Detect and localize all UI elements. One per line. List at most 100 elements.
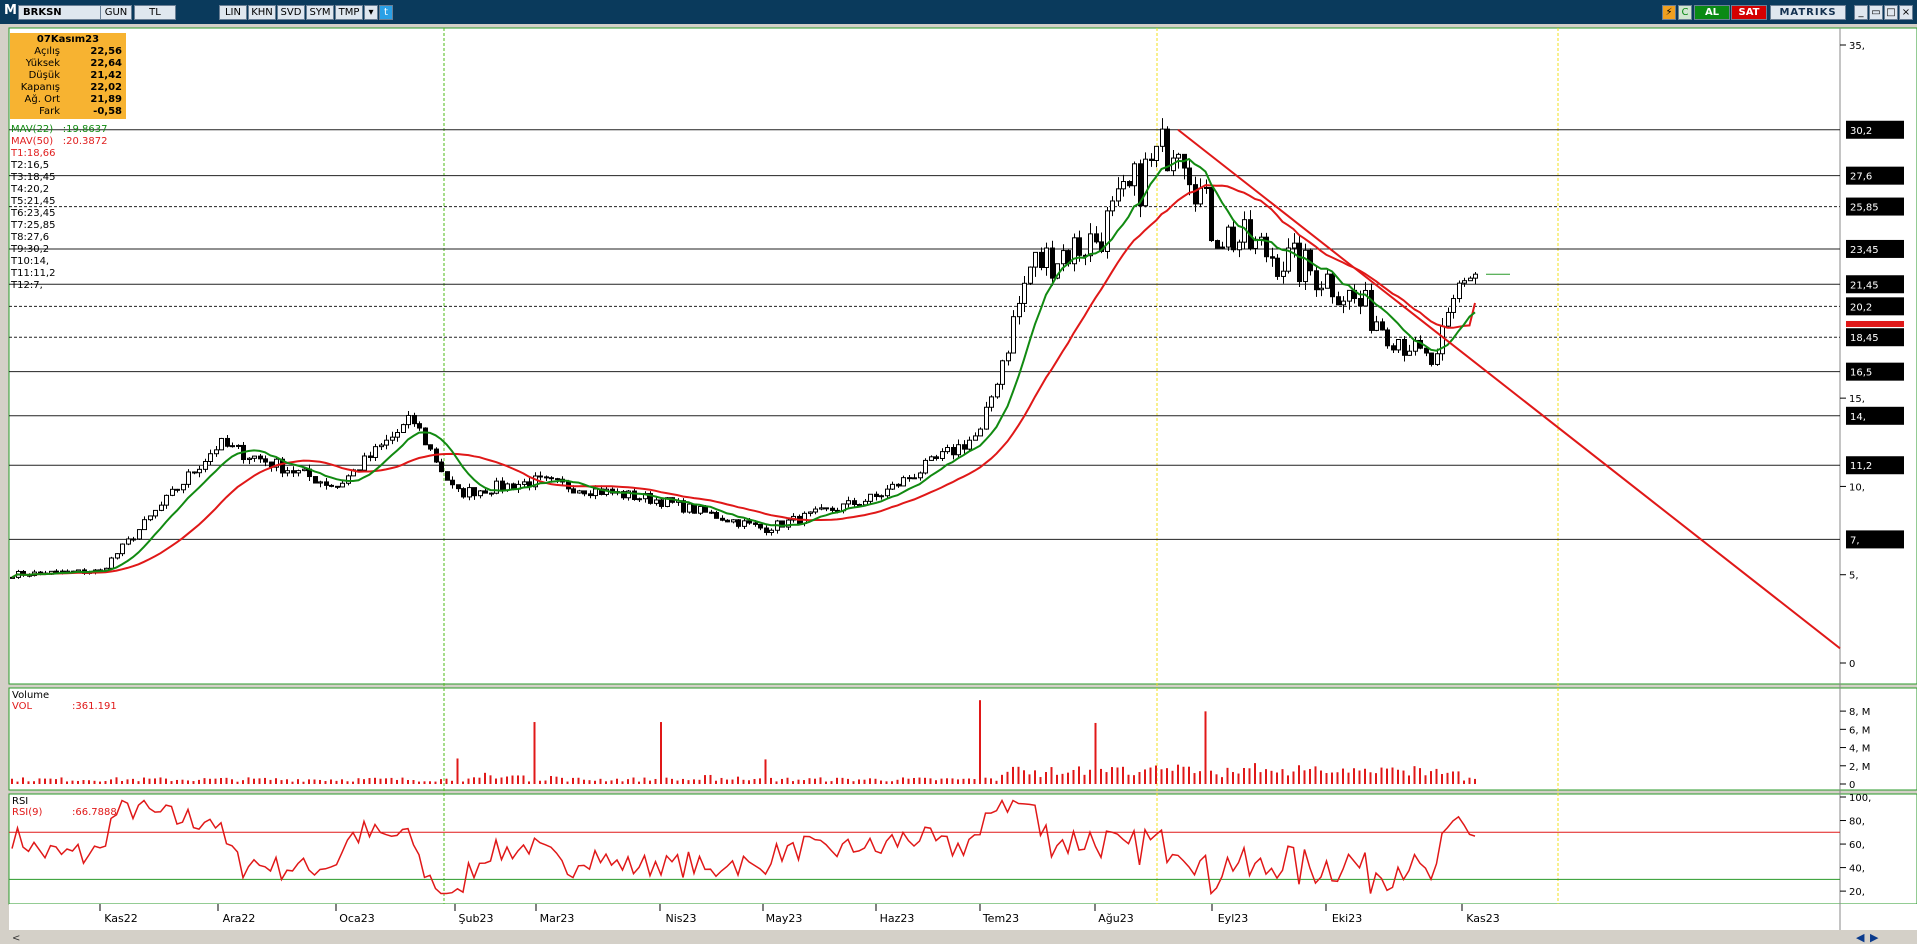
volume-bar [231, 779, 233, 784]
candle-body [219, 437, 224, 451]
candle-body [588, 493, 593, 497]
candle-body [918, 472, 923, 479]
twitter-icon[interactable]: t [379, 5, 393, 20]
symbol-field[interactable]: BRKSN [18, 5, 102, 20]
candle-body [1396, 339, 1401, 351]
c-icon[interactable]: C [1678, 5, 1692, 20]
price-tick-label: 35, [1849, 41, 1865, 52]
horizontal-levels [9, 129, 1840, 540]
candle-body [1132, 163, 1137, 187]
volume-bar [814, 778, 816, 784]
price-label-box [1846, 362, 1904, 381]
volume-bar [1023, 770, 1025, 784]
candle-body [230, 445, 235, 448]
linear-scale-button[interactable]: LIN [219, 5, 247, 20]
volume-bar [1364, 768, 1366, 784]
refresh-icon[interactable]: ⚡ [1662, 5, 1676, 20]
buy-button[interactable]: AL [1694, 5, 1730, 20]
volume-bar [1210, 770, 1212, 784]
level-legend: T8:27,6 [11, 232, 50, 243]
volume-bar [973, 779, 976, 784]
volume-bar [1336, 772, 1339, 784]
pan-right-icon[interactable]: ▶ [1870, 931, 1879, 944]
dropdown-arrow-icon[interactable]: ▾ [364, 5, 378, 20]
volume-bar [946, 778, 948, 784]
candle-body [1077, 237, 1082, 256]
volume-bar [605, 781, 607, 784]
volume-bar [308, 779, 310, 784]
candle-body [1451, 298, 1456, 313]
sym-button[interactable]: SYM [306, 5, 334, 20]
volume-bar [1221, 777, 1223, 784]
volume-bar [1457, 771, 1460, 784]
candle-body [175, 488, 180, 491]
volume-bar [1463, 780, 1465, 784]
volume-bar [484, 772, 486, 784]
volume-bar [1430, 771, 1432, 784]
candle-body [1022, 282, 1027, 304]
ohlc-info-box: 07Kasım23 Açılış 22,56 Yüksek 22,64 Düşük 2… [10, 33, 126, 119]
khn-button[interactable]: KHN [248, 5, 276, 20]
volume-bar [1254, 763, 1256, 784]
candle-body [1275, 257, 1280, 277]
sell-button[interactable]: SAT [1731, 5, 1767, 20]
volume-bar [1133, 775, 1135, 784]
volume-bar [665, 777, 668, 784]
candle-body [632, 490, 637, 500]
info-label: Yüksek [25, 58, 60, 69]
candle-body [1017, 302, 1022, 318]
minimize-icon[interactable]: _ [1854, 5, 1868, 20]
candle-body [390, 436, 395, 441]
tmp-button[interactable]: TMP [335, 5, 363, 20]
candle-body [494, 480, 499, 494]
candle-body [549, 477, 554, 480]
candle-body [1006, 352, 1011, 362]
price-label-box [1846, 406, 1904, 425]
candle-body [1429, 352, 1434, 365]
volume-bar [77, 780, 79, 784]
svd-button[interactable]: SVD [277, 5, 305, 20]
candle-body [1105, 210, 1110, 252]
scroll-left-icon[interactable]: < [12, 933, 20, 944]
volume-bar [1353, 768, 1355, 784]
candle-body [313, 476, 318, 484]
volume-bar [1094, 722, 1097, 784]
candle-body [1088, 233, 1093, 257]
volume-bar [610, 780, 613, 784]
volume-bar [335, 780, 338, 784]
level-legend: T5:21,45 [11, 196, 56, 207]
pan-left-icon[interactable]: ◀ [1856, 931, 1865, 944]
trendline[interactable] [1177, 128, 1841, 650]
volume-bar [1435, 768, 1438, 784]
candle-body [1264, 236, 1269, 258]
candle-body [907, 477, 912, 480]
chart-area[interactable]: 35,15,10,5,0 30,227,625,8523,4521,4520,2… [0, 24, 1917, 944]
candle-body [1270, 256, 1275, 259]
volume-bar [852, 781, 855, 784]
info-label: Ağ. Ort [24, 94, 60, 105]
volume-bar [1001, 774, 1003, 784]
volume-bar [1298, 765, 1300, 784]
volume-bar [1452, 771, 1454, 784]
period-button[interactable]: GUN [100, 5, 132, 20]
volume-bar [220, 778, 222, 784]
volume-bar [671, 778, 673, 784]
currency-button[interactable]: TL [134, 5, 176, 20]
maximize-icon[interactable]: □ [1884, 5, 1898, 20]
restore-icon[interactable]: ▭ [1869, 5, 1883, 20]
price-label-box [1846, 166, 1904, 185]
volume-bar [891, 781, 893, 784]
volume-bar [1105, 772, 1108, 784]
price-label-box [1846, 239, 1904, 258]
volume-bar [302, 781, 305, 784]
volume-bar [1072, 769, 1075, 784]
close-icon[interactable]: × [1899, 5, 1913, 20]
volume-bar [1034, 770, 1036, 784]
candle-body [522, 481, 527, 485]
candle-body [901, 477, 906, 487]
candle-body [1440, 325, 1445, 355]
volume-bar [280, 780, 283, 784]
candle-body [786, 519, 791, 528]
candle-body [709, 511, 714, 514]
candle-body [544, 476, 549, 479]
